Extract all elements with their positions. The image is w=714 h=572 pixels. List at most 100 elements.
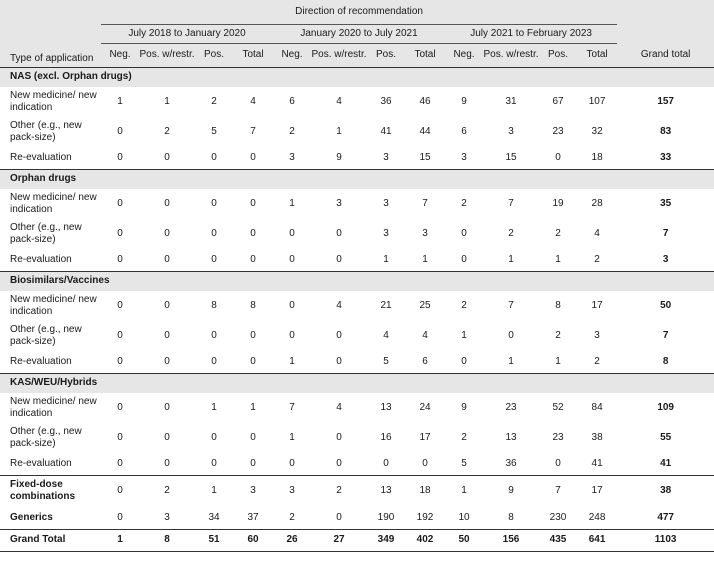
section-header-row: Biosimilars/Vaccines — [0, 270, 714, 291]
table-cell: 0 — [117, 402, 123, 413]
table-cell: 0 — [117, 330, 123, 341]
table-cell: 17 — [591, 300, 603, 311]
table-cell: 23 — [552, 432, 564, 443]
table-cell: 23 — [552, 126, 564, 137]
subcolumn-header: Total — [405, 43, 445, 67]
table-cell: 6 — [422, 355, 428, 367]
period-header: January 2020 to July 2021 — [273, 24, 445, 44]
table-cell: 0 — [336, 432, 342, 443]
table-cell: 0 — [555, 457, 561, 469]
subcolumn-header: Total — [577, 43, 618, 67]
table-cell: 0 — [336, 253, 342, 265]
table-row: New medicine/ new indication 0 0 8 8 0 4 21 25 2 7… — [0, 291, 714, 321]
table-cell: 7 — [250, 126, 256, 137]
period-header: July 2018 to January 2020 — [101, 24, 273, 44]
table-cell: 0 — [461, 355, 467, 367]
table-cell: 3 — [383, 228, 389, 239]
table-row: New medicine/ new indication 0 0 1 1 7 4 13 24 9 2… — [0, 393, 714, 423]
header-spacer — [617, 24, 714, 43]
section-header-row: KAS/WEU/Hybrids — [0, 372, 714, 393]
table-cell: 0 — [164, 330, 170, 341]
table-cell: 17 — [577, 474, 618, 507]
table-cell: 4 — [594, 228, 600, 239]
grand-total-cell: 3 — [662, 253, 669, 265]
table-cell: 6 — [461, 126, 467, 137]
grand-total-cell: 157 — [657, 96, 674, 107]
table-cell: 67 — [552, 96, 564, 107]
table-cell: 0 — [211, 253, 217, 265]
table-cell: 230 — [549, 511, 567, 523]
grand-total-cell: 33 — [660, 151, 672, 163]
table-cell: 1 — [422, 253, 428, 265]
table-cell: 0 — [336, 330, 342, 341]
table-cell: 46 — [419, 96, 431, 107]
table-cell: 0 — [101, 474, 139, 507]
table-cell: 2 — [594, 253, 600, 265]
table-cell: 0 — [289, 300, 295, 311]
table-cell: 0 — [461, 228, 467, 239]
row-label: Re-evaluation — [10, 355, 72, 367]
table-cell: 248 — [588, 511, 606, 523]
table-cell: 0 — [117, 355, 123, 367]
section-header-row: Orphan drugs — [0, 168, 714, 189]
table-cell: 7 — [539, 474, 577, 507]
table-cell: 0 — [289, 228, 295, 239]
table-cell: 17 — [419, 432, 431, 443]
table-cell: 2 — [594, 355, 600, 367]
table-cell: 2 — [461, 198, 467, 209]
grand-total-cell: 55 — [660, 432, 672, 443]
table-cell: 24 — [419, 402, 431, 413]
table-cell: 4 — [336, 300, 342, 311]
table-cell: 15 — [419, 151, 431, 163]
table-cell: 0 — [117, 126, 123, 137]
table-cell: 0 — [211, 330, 217, 341]
subcolumn-header: Neg. — [445, 43, 483, 67]
grand-total-header: Grand total — [617, 43, 714, 67]
table-cell: 13 — [505, 432, 517, 443]
table-cell: 50 — [445, 528, 483, 552]
table-cell: 641 — [577, 528, 618, 552]
table-row: Re-evaluation 0 0 0 0 0 0 0 0 5 36 0 41 41 — [0, 453, 714, 475]
table-cell: 7 — [422, 198, 428, 209]
table-cell: 192 — [416, 511, 434, 523]
table-cell: 3 — [289, 151, 295, 163]
table-cell: 0 — [164, 300, 170, 311]
table-cell: 4 — [422, 330, 428, 341]
row-label: Other (e.g., new pack-size) — [10, 120, 82, 143]
table-cell: 3 — [273, 474, 311, 507]
table-cell: 0 — [336, 457, 342, 469]
table-cell: 0 — [336, 511, 342, 523]
table-cell: 9 — [336, 151, 342, 163]
table-cell: 52 — [552, 402, 564, 413]
table-row: Generics 0 3 34 37 2 0 190 192 10 8 230 248 477 — [0, 507, 714, 529]
table-cell: 0 — [250, 432, 256, 443]
table-cell: 36 — [380, 96, 392, 107]
subcolumn-header: Pos. w/restr. — [311, 43, 367, 67]
table-cell: 0 — [117, 151, 123, 163]
table-cell: 5 — [211, 126, 217, 137]
table-cell: 0 — [164, 228, 170, 239]
table-cell: 21 — [380, 300, 392, 311]
subcolumn-header: Pos. w/restr. — [139, 43, 195, 67]
table-cell: 0 — [117, 432, 123, 443]
table-cell: 0 — [211, 432, 217, 443]
type-of-application-header: Type of application — [0, 24, 101, 67]
grand-total-cell: 109 — [657, 402, 674, 413]
table-cell: 23 — [505, 402, 517, 413]
table-cell: 18 — [405, 474, 445, 507]
table-cell: 3 — [594, 330, 600, 341]
row-label: Other (e.g., new pack-size) — [10, 426, 82, 449]
table-cell: 34 — [208, 511, 220, 523]
header-spacer — [617, 0, 714, 24]
row-label: Re-evaluation — [10, 253, 72, 265]
table-cell: 0 — [289, 457, 295, 469]
table-cell: 0 — [336, 355, 342, 367]
table-cell: 0 — [461, 253, 467, 265]
row-label: Generics — [10, 511, 53, 523]
table-cell: 9 — [461, 96, 467, 107]
table-cell: 5 — [383, 355, 389, 367]
grand-total-cell: 38 — [617, 474, 714, 507]
grand-total-cell: 41 — [660, 457, 672, 469]
grand-total-cell: 83 — [660, 126, 672, 137]
subcolumn-header: Total — [233, 43, 273, 67]
